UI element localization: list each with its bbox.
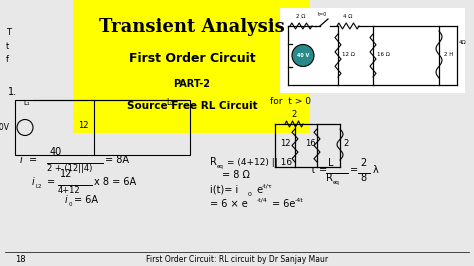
Text: 18: 18 — [15, 256, 26, 264]
Text: τ =: τ = — [310, 165, 330, 175]
Text: 16: 16 — [305, 139, 315, 148]
Text: L2: L2 — [36, 184, 43, 189]
Text: for  t > 0: for t > 0 — [270, 97, 311, 106]
Text: i: i — [32, 177, 35, 187]
Text: t=0: t=0 — [318, 12, 327, 17]
Text: 12: 12 — [79, 120, 89, 130]
Text: 2: 2 — [343, 139, 348, 148]
Text: 2: 2 — [292, 110, 297, 119]
Text: 2 + (12||4): 2 + (12||4) — [47, 164, 92, 173]
Text: -4t: -4t — [295, 198, 304, 203]
Text: First Order Circuit: RL circuit by Dr Sanjay Maur: First Order Circuit: RL circuit by Dr Sa… — [146, 256, 328, 264]
Text: 12: 12 — [280, 139, 290, 148]
Text: R: R — [326, 173, 333, 183]
Text: -t/4: -t/4 — [257, 198, 268, 203]
Text: = 6e: = 6e — [272, 199, 295, 209]
Text: 12 Ω: 12 Ω — [342, 52, 355, 56]
Text: f: f — [6, 55, 9, 64]
Bar — [280, 8, 465, 93]
Text: λ: λ — [373, 165, 379, 175]
Text: 0: 0 — [69, 202, 73, 207]
Text: = 8 Ω: = 8 Ω — [222, 170, 250, 180]
Text: PART-2: PART-2 — [173, 79, 210, 89]
Text: = (4+12) || 16: = (4+12) || 16 — [227, 158, 292, 167]
Text: = 6A: = 6A — [74, 195, 98, 205]
Text: L₁: L₁ — [24, 100, 30, 106]
Text: 4Ω: 4Ω — [459, 40, 466, 45]
Text: = 8A: = 8A — [105, 155, 129, 165]
Text: 1.: 1. — [8, 87, 17, 97]
Text: Transient Analysis: Transient Analysis — [99, 18, 285, 36]
Text: 16 Ω: 16 Ω — [377, 52, 390, 56]
Text: e: e — [254, 185, 263, 195]
Text: 40: 40 — [50, 147, 62, 157]
Bar — [73, 0, 310, 133]
Text: t: t — [6, 42, 9, 51]
Text: Source Free RL Circuit: Source Free RL Circuit — [127, 101, 257, 111]
Text: i  =: i = — [20, 155, 37, 165]
Circle shape — [292, 44, 314, 66]
Text: x 8 = 6A: x 8 = 6A — [94, 177, 136, 187]
Text: R: R — [210, 157, 217, 167]
Text: T: T — [6, 28, 11, 37]
Text: 2 Ω: 2 Ω — [296, 14, 306, 19]
Text: 40V: 40V — [0, 123, 10, 132]
Text: eq: eq — [217, 164, 224, 169]
Text: 8: 8 — [360, 173, 366, 183]
Text: 40 V: 40 V — [297, 53, 309, 58]
Text: First Order Circuit: First Order Circuit — [128, 52, 255, 65]
Text: -t/τ: -t/τ — [262, 184, 273, 189]
Text: eq: eq — [333, 180, 340, 185]
Text: 2 H: 2 H — [444, 52, 453, 56]
Text: 0: 0 — [248, 192, 252, 197]
Text: 2: 2 — [360, 158, 366, 168]
Text: L: L — [328, 158, 334, 168]
Text: i(t)= i: i(t)= i — [210, 185, 238, 195]
Text: 4 Ω: 4 Ω — [343, 14, 353, 19]
Text: =: = — [350, 165, 358, 175]
Text: 4+12: 4+12 — [58, 186, 81, 195]
Bar — [15, 100, 190, 155]
Text: =: = — [47, 177, 55, 187]
Text: L₀: L₀ — [166, 98, 173, 107]
Text: 12: 12 — [60, 169, 73, 179]
Text: i: i — [65, 195, 68, 205]
Text: = 6 × e: = 6 × e — [210, 199, 248, 209]
